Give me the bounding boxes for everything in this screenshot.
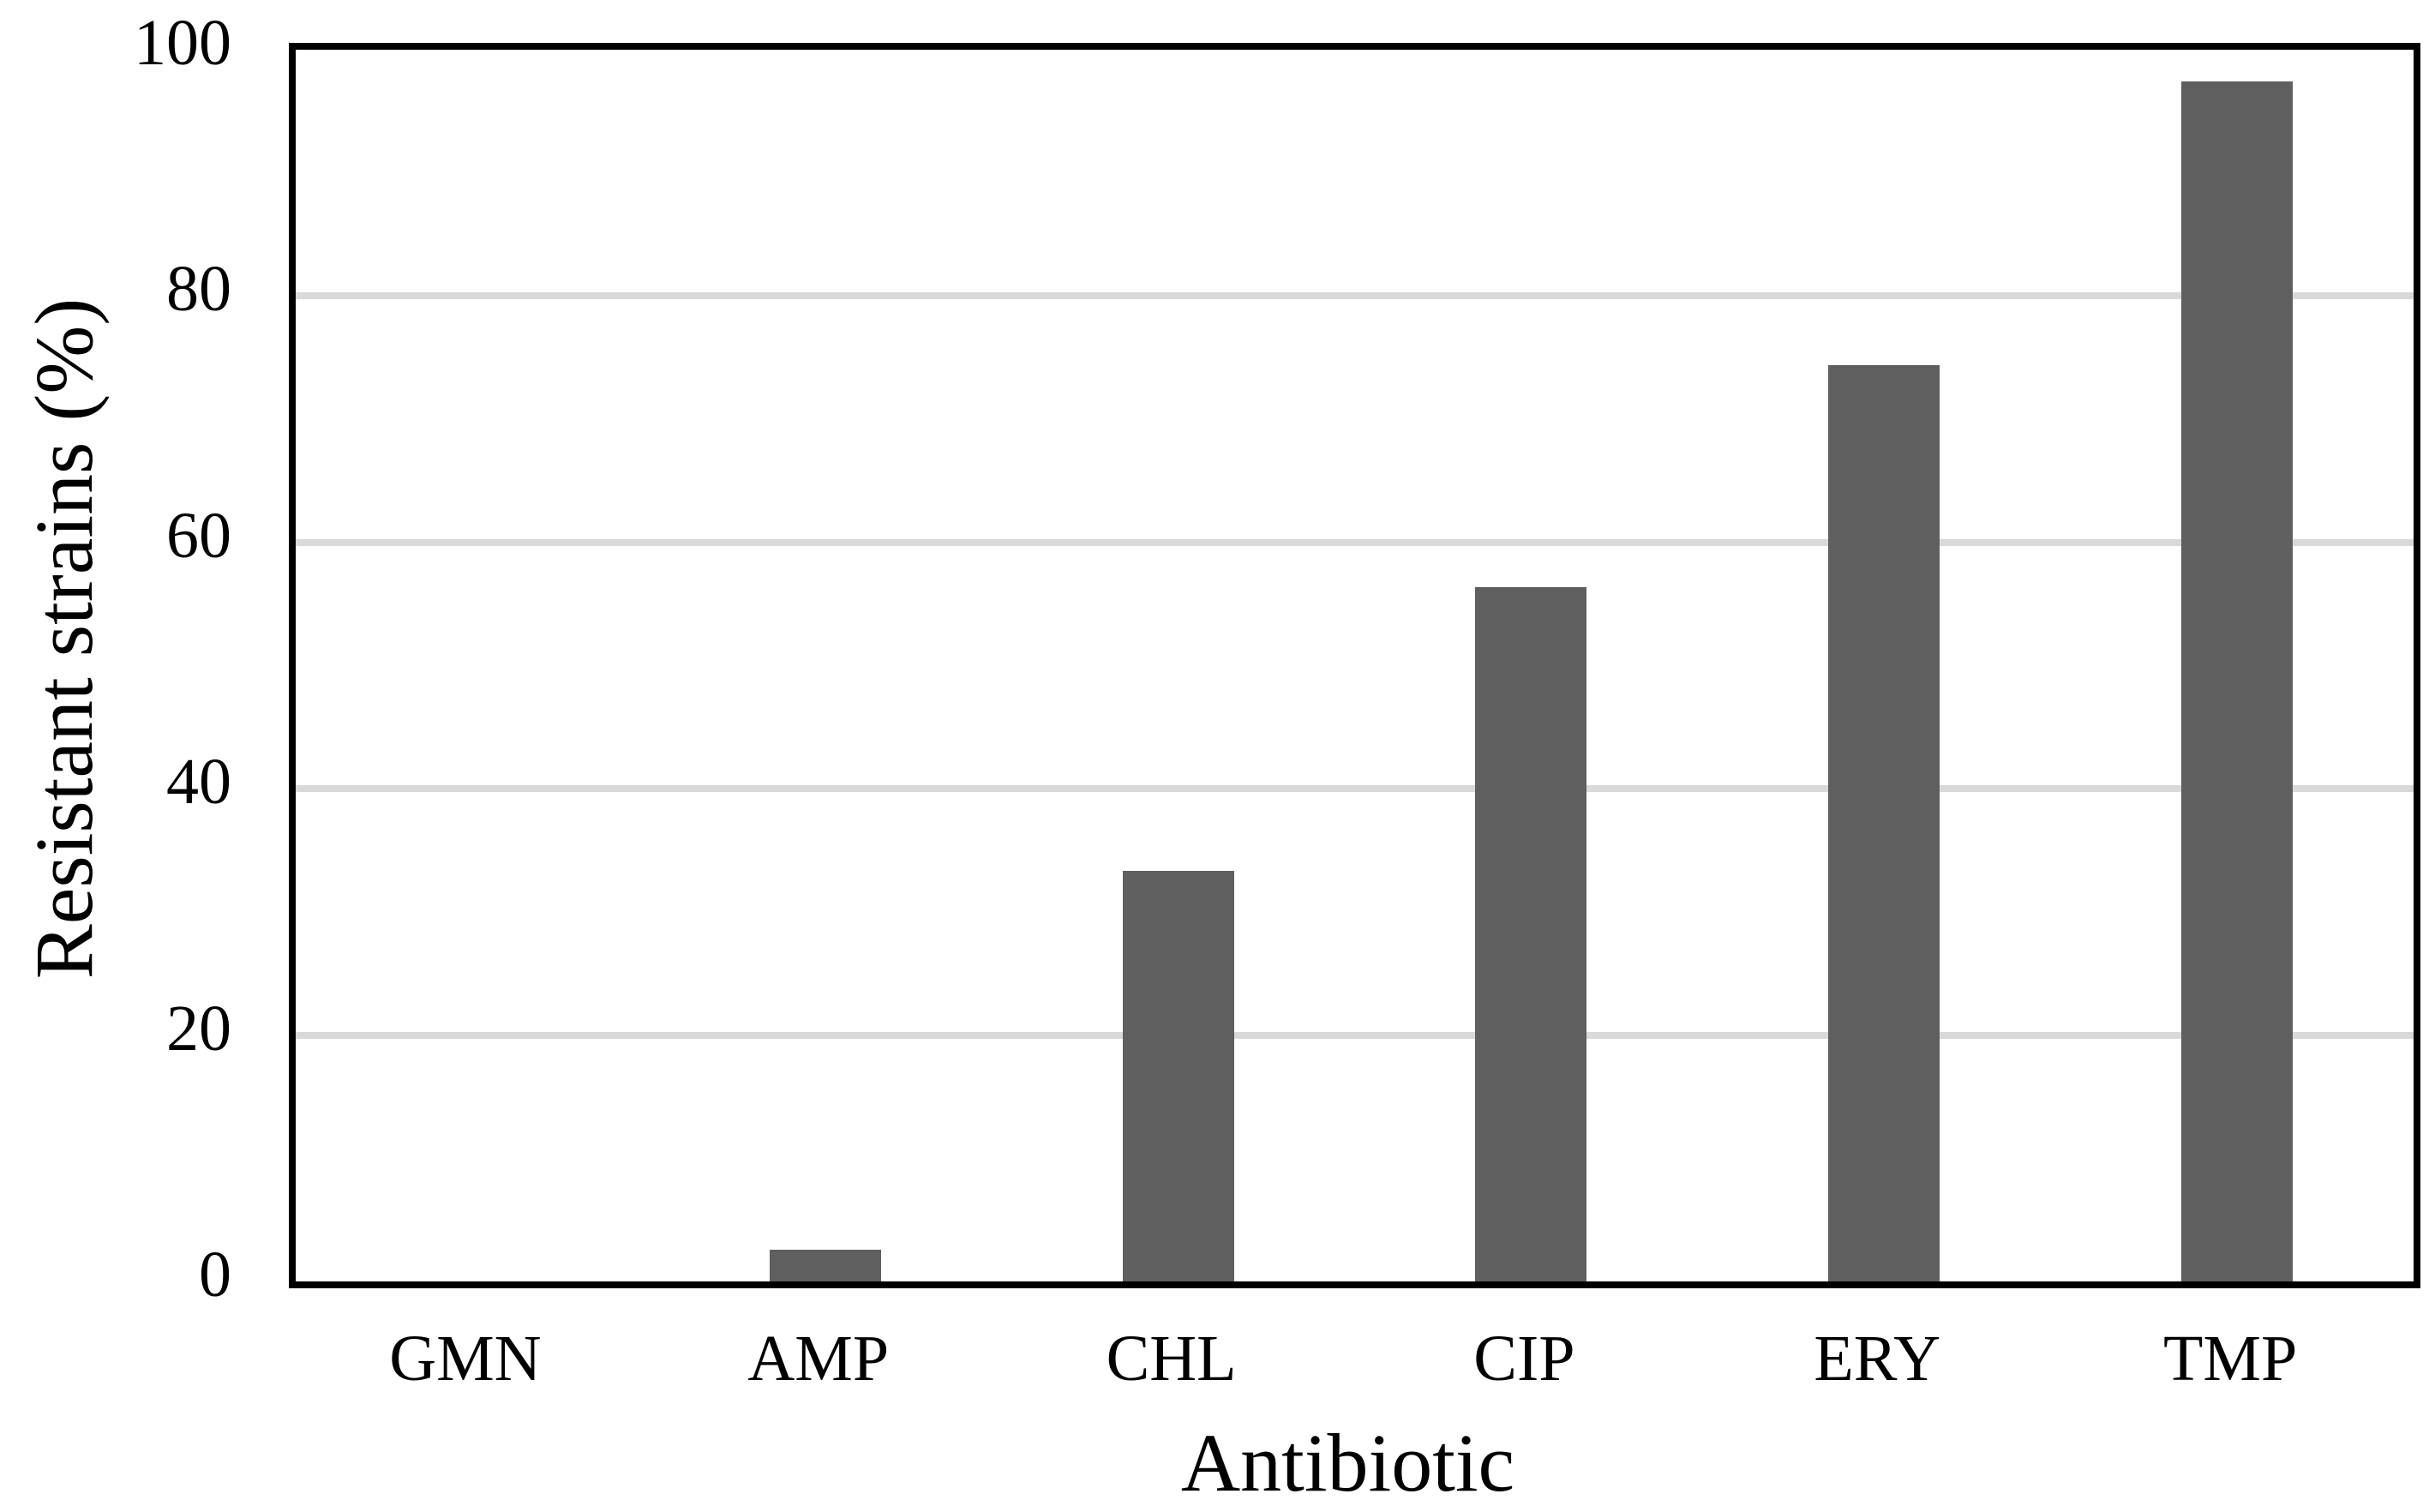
- bar-TMP: [2181, 81, 2294, 1281]
- y-tick-label-40: 40: [166, 746, 231, 819]
- y-tick-label-80: 80: [166, 253, 231, 326]
- x-category-label-TMP: TMP: [2162, 1323, 2298, 1395]
- x-category-label-ERY: ERY: [1814, 1323, 1941, 1395]
- x-category-label-AMP: AMP: [747, 1323, 890, 1395]
- y-tick-label-0: 0: [199, 1239, 231, 1311]
- x-axis-title: Antibiotic: [1180, 1417, 1515, 1509]
- bar-ERY: [1828, 364, 1940, 1281]
- gridline-80: [296, 292, 2414, 300]
- x-category-label-CHL: CHL: [1106, 1323, 1237, 1395]
- x-category-label-GMN: GMN: [389, 1323, 542, 1395]
- gridline-40: [296, 785, 2414, 793]
- gridline-20: [296, 1031, 2414, 1039]
- y-tick-label-100: 100: [134, 7, 231, 79]
- y-axis-title: Resistant strains (%): [18, 297, 110, 980]
- bar-AMP: [769, 1249, 881, 1281]
- bar-CIP: [1475, 586, 1587, 1281]
- gridline-60: [296, 538, 2414, 546]
- y-tick-label-60: 60: [166, 499, 231, 572]
- plot-area: [289, 43, 2420, 1288]
- y-tick-label-20: 20: [166, 992, 231, 1065]
- bar-CHL: [1122, 871, 1234, 1281]
- x-category-label-CIP: CIP: [1473, 1323, 1575, 1395]
